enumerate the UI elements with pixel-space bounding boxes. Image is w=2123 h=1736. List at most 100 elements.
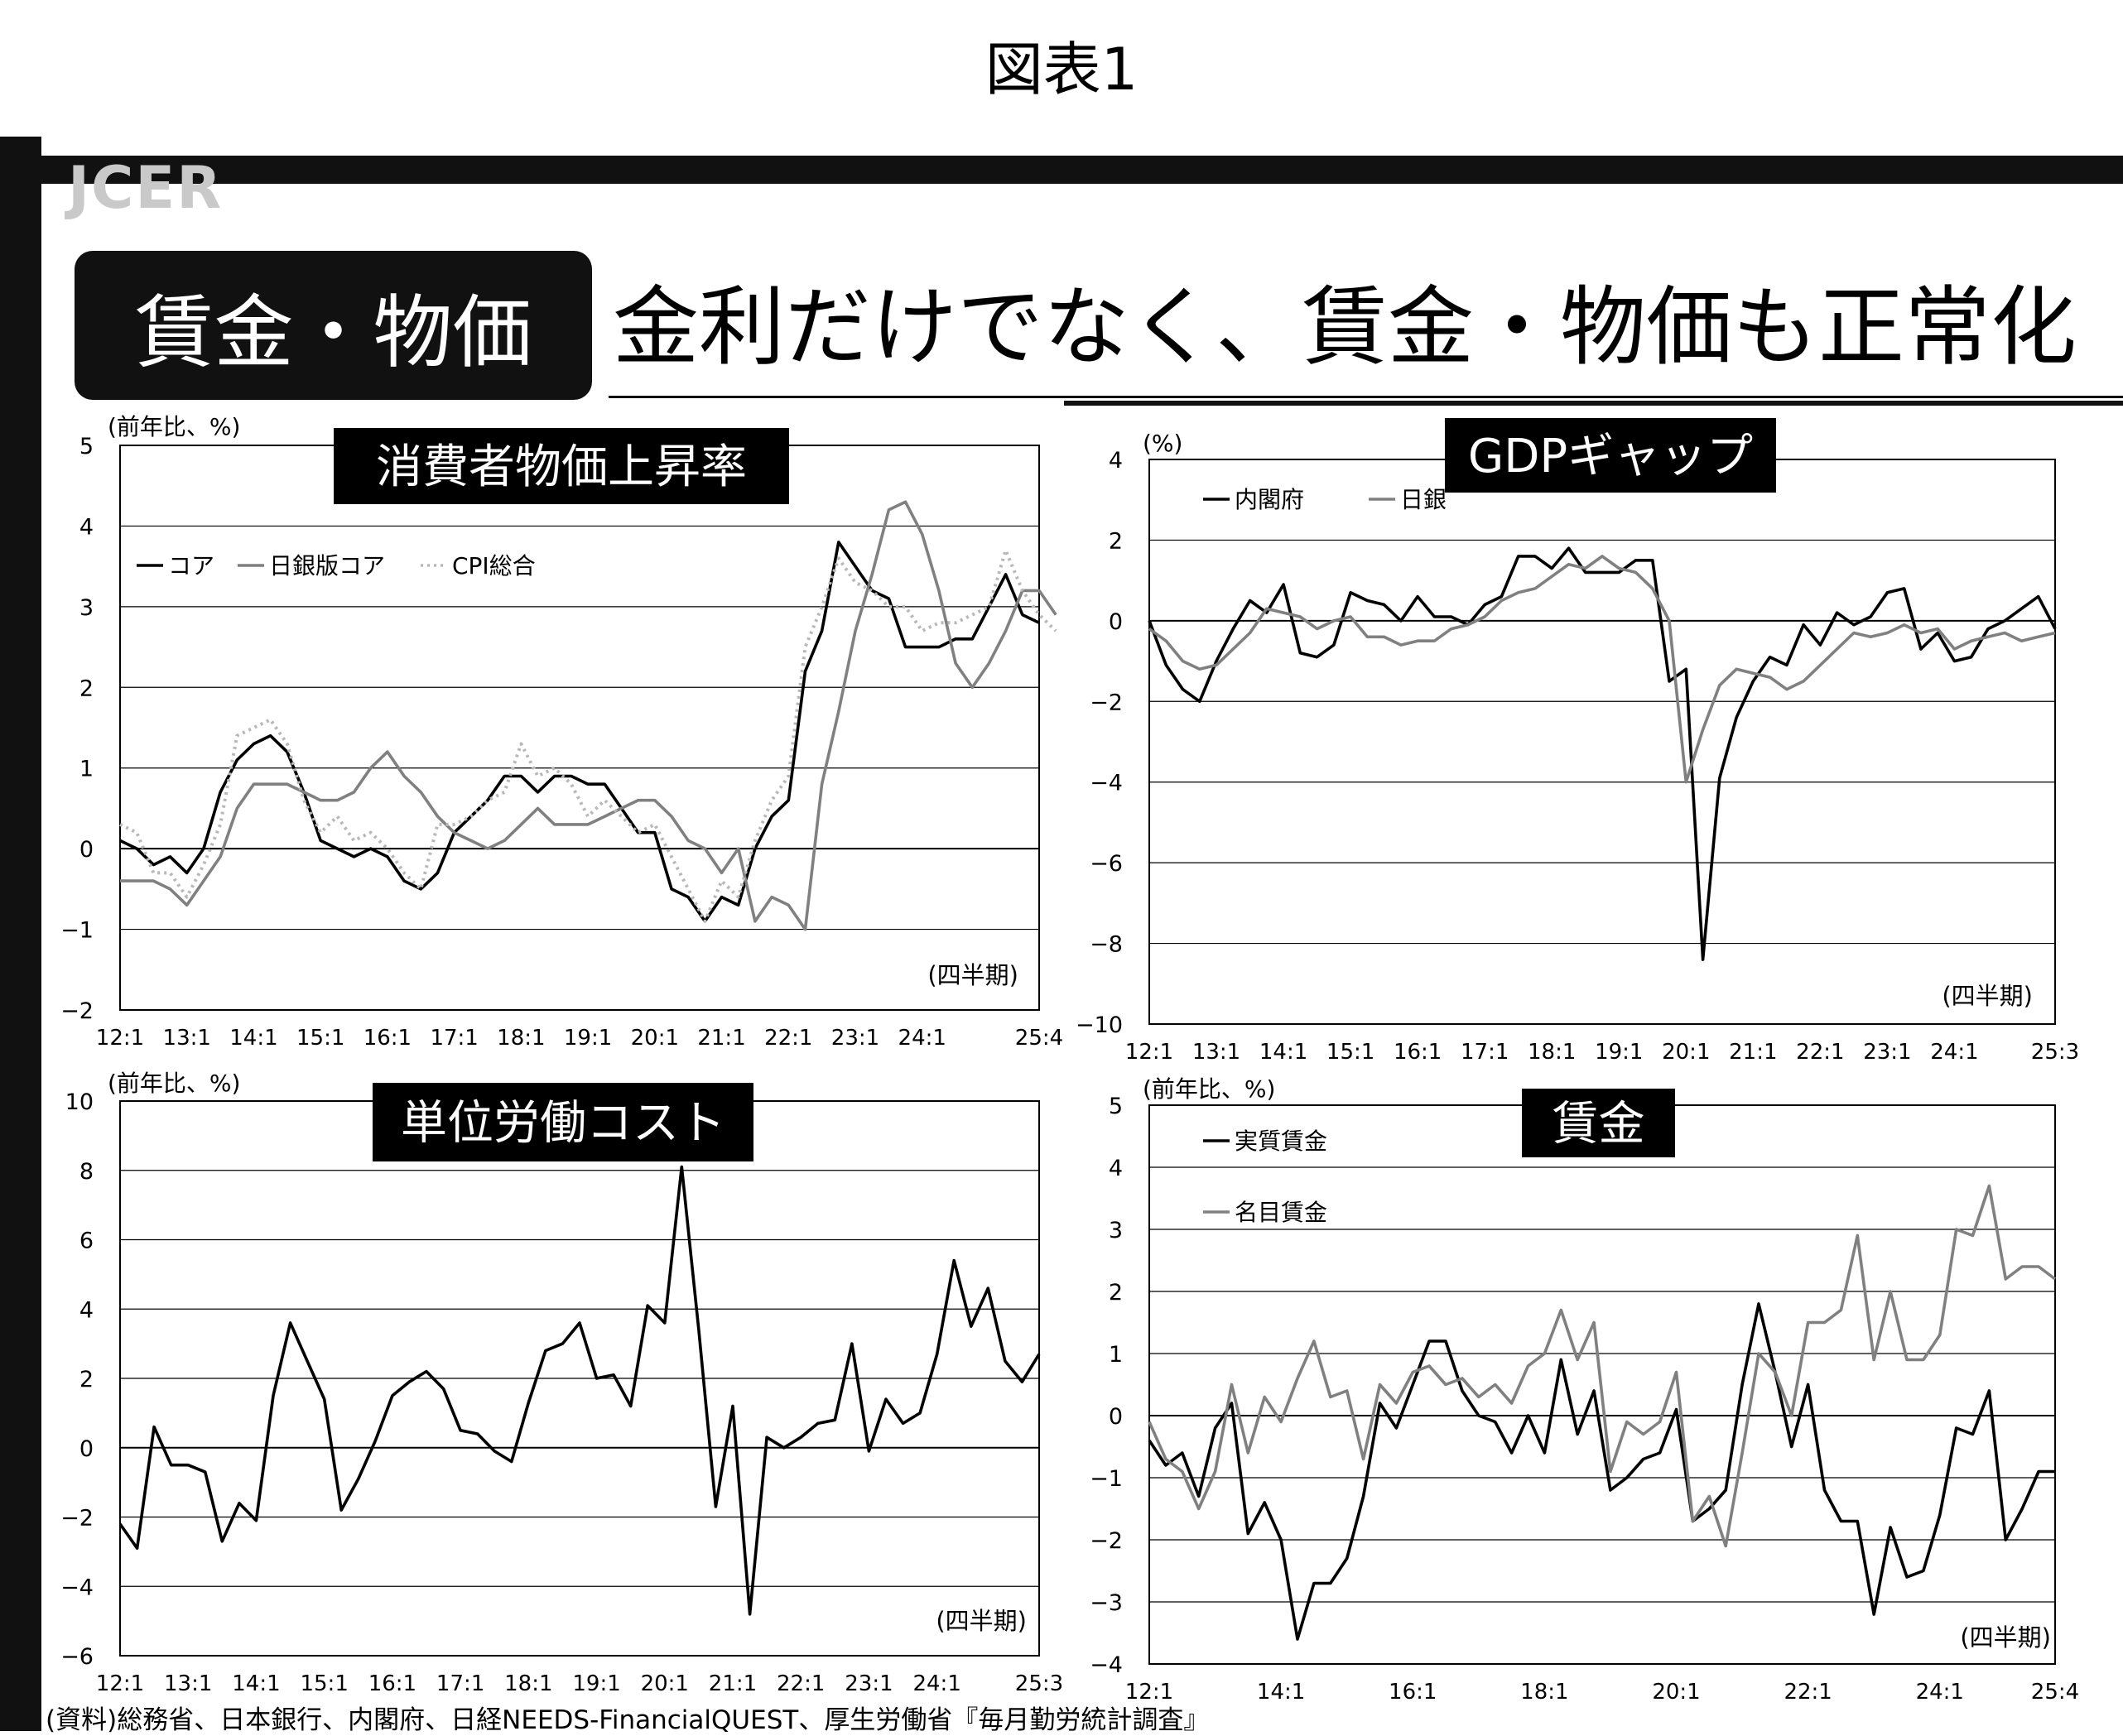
x-tick-label: 20:1 — [1662, 1040, 1710, 1065]
chart-title: 単位労働コスト — [401, 1097, 725, 1151]
y-tick-label: 1 — [79, 757, 94, 782]
period-label: (四半期) — [1960, 1623, 2051, 1652]
x-tick-label: 16:1 — [363, 1026, 412, 1051]
x-tick-label: 24:1 — [1930, 1040, 1978, 1065]
y-tick-label: −3 — [1090, 1590, 1123, 1616]
y-tick-label: 2 — [79, 1367, 94, 1392]
x-tick-label: 16:1 — [1389, 1680, 1437, 1705]
y-tick-label: −6 — [60, 1644, 94, 1670]
x-tick-label: 14:1 — [229, 1026, 277, 1051]
chart-title-box — [1445, 418, 1776, 493]
legend-label: 名目賃金 — [1235, 1199, 1327, 1226]
x-tick-label: 19:1 — [572, 1671, 620, 1696]
figure-title: 図表1 — [984, 36, 1139, 103]
chart-title: GDPギャップ — [1468, 430, 1753, 483]
x-tick-label: 19:1 — [1595, 1040, 1643, 1065]
y-tick-label: −4 — [1090, 771, 1123, 796]
unit-label: (前年比、%) — [108, 1070, 240, 1097]
legend-label: 内閣府 — [1235, 486, 1304, 513]
y-tick-label: 2 — [1109, 1280, 1123, 1306]
x-tick-label: 13:1 — [164, 1671, 212, 1696]
jcer-logo: JCER — [68, 154, 224, 222]
x-tick-label: 17:1 — [430, 1026, 478, 1051]
x-tick-label: 18:1 — [1528, 1040, 1576, 1065]
x-tick-label: 21:1 — [697, 1026, 745, 1051]
unit-label: (前年比、%) — [108, 413, 240, 440]
x-tick-label: 12:1 — [1125, 1040, 1173, 1065]
x-tick-label: 13:1 — [1192, 1040, 1240, 1065]
y-tick-label: −1 — [1090, 1466, 1123, 1492]
period-label: (四半期) — [1942, 982, 2033, 1010]
y-tick-label: −6 — [1090, 851, 1123, 877]
y-tick-label: 4 — [1109, 1156, 1123, 1181]
x-tick-label: 18:1 — [504, 1671, 552, 1696]
y-tick-label: 8 — [79, 1159, 94, 1185]
x-tick-label: 16:1 — [368, 1671, 416, 1696]
y-tick-label: 0 — [1109, 609, 1123, 635]
y-tick-label: 6 — [79, 1229, 94, 1254]
y-tick-label: 1 — [1109, 1342, 1123, 1368]
x-tick-label: 15:1 — [296, 1026, 344, 1051]
left-frame-bar — [0, 137, 41, 1731]
chart-title-box — [1522, 1089, 1675, 1157]
x-tick-label: 20:1 — [631, 1026, 679, 1051]
plot-frame — [1148, 459, 2056, 1025]
chart-title-box — [334, 428, 789, 504]
x-tick-label: 22:1 — [1784, 1680, 1832, 1705]
series-line-3 — [119, 548, 1057, 923]
x-tick-label: 25:3 — [1015, 1671, 1063, 1696]
y-tick-label: −1 — [60, 918, 94, 944]
y-tick-label: −2 — [1090, 1528, 1123, 1554]
period-label: (四半期) — [927, 961, 1018, 989]
chart-title: 賃金 — [1553, 1098, 1645, 1152]
series-line-2 — [120, 500, 1057, 931]
y-tick-label: −4 — [1090, 1652, 1123, 1678]
x-tick-label: 12:1 — [96, 1026, 144, 1051]
legend-label: 実質賃金 — [1235, 1128, 1327, 1155]
x-tick-label: 25:4 — [1015, 1026, 1063, 1051]
x-tick-label: 22:1 — [764, 1026, 812, 1051]
headline: 金利だけでなく、賃金・物価も正常化 — [613, 277, 2077, 377]
y-tick-label: −8 — [1090, 932, 1123, 958]
y-tick-label: 3 — [1109, 1218, 1123, 1243]
x-tick-label: 23:1 — [831, 1026, 879, 1051]
headline-underline-thick — [1064, 401, 2123, 406]
series-line-1 — [119, 541, 1040, 923]
chart-panel-2: −10 −8 −6 −4 −2 0 2 4 12:1 13:1 14:1 15:1 16:1 17:1 18… — [1076, 418, 2079, 1065]
y-tick-label: 2 — [1109, 528, 1123, 554]
y-tick-label: −2 — [60, 998, 94, 1024]
x-tick-label: 25:3 — [2031, 1040, 2079, 1065]
chart-panel-3: −6 −4 −2 0 2 4 6 8 10 12:1 13:1 14:1 15:1 16:1 17:1 18:… — [60, 1070, 1063, 1696]
y-tick-label: −2 — [60, 1506, 94, 1532]
x-tick-label: 17:1 — [436, 1671, 484, 1696]
y-tick-label: 4 — [1109, 448, 1123, 474]
x-tick-label: 21:1 — [1729, 1040, 1777, 1065]
y-tick-label: 10 — [65, 1089, 94, 1115]
x-tick-label: 14:1 — [1259, 1040, 1307, 1065]
y-tick-label: −2 — [1090, 690, 1123, 715]
y-tick-label: 4 — [79, 1297, 94, 1323]
plot-frame — [119, 445, 1040, 1011]
x-tick-label: 21:1 — [709, 1671, 757, 1696]
x-tick-label: 14:1 — [232, 1671, 280, 1696]
legend-label: 日銀版コア — [269, 552, 385, 579]
x-tick-label: 20:1 — [641, 1671, 689, 1696]
x-tick-label: 12:1 — [96, 1671, 144, 1696]
y-tick-label: 2 — [79, 676, 94, 701]
y-tick-label: 4 — [79, 514, 94, 540]
headline-underline — [609, 396, 2123, 398]
y-tick-label: 0 — [1109, 1404, 1123, 1430]
chart-title-box — [373, 1083, 753, 1161]
source-note: (資料)総務省、日本銀行、内閣府、日経NEEDS-FinancialQUEST、… — [46, 1705, 1210, 1735]
x-tick-label: 22:1 — [777, 1671, 825, 1696]
x-tick-label: 16:1 — [1394, 1040, 1442, 1065]
period-label: (四半期) — [936, 1607, 1027, 1635]
x-tick-label: 22:1 — [1796, 1040, 1844, 1065]
y-tick-label: −4 — [60, 1575, 94, 1600]
series-line-1 — [118, 1165, 1041, 1616]
x-tick-label: 23:1 — [845, 1671, 893, 1696]
x-tick-label: 13:1 — [163, 1026, 211, 1051]
chart-panel-1: −2 −1 0 1 2 3 4 5 12:1 13:1 14:1 15:1 16:1 17:1 18:1 19… — [60, 413, 1063, 1051]
y-tick-label: 0 — [79, 837, 94, 863]
